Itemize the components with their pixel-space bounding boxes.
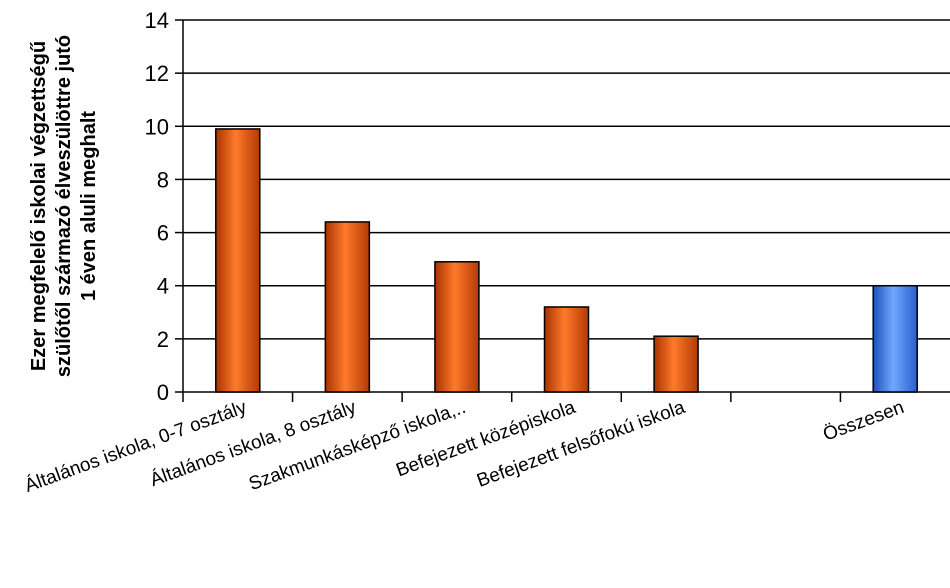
y-axis-label-line: 1 éven aluli meghalt xyxy=(78,111,100,301)
bar xyxy=(653,335,699,393)
bar xyxy=(324,221,371,393)
x-tick-label: Összesen xyxy=(820,397,907,446)
bar xyxy=(543,306,590,393)
gridlines xyxy=(183,19,950,340)
y-tick-label: 12 xyxy=(145,61,169,86)
y-tick-label: 2 xyxy=(157,327,169,352)
bars xyxy=(215,128,918,393)
y-axis-label-line: szülőtől származó élveszülöttre jutó xyxy=(53,35,75,377)
y-tick-label: 10 xyxy=(145,114,169,139)
y-tick-label: 14 xyxy=(145,8,169,33)
y-tick-label: 4 xyxy=(157,274,169,299)
y-tick-label: 0 xyxy=(157,380,169,405)
bar xyxy=(434,261,480,393)
bar xyxy=(215,128,261,393)
y-tick-label: 6 xyxy=(157,221,169,246)
y-axis-label-line: Ezer megfelelő iskolai végzettségű xyxy=(28,41,50,371)
y-axis-label: Ezer megfelelő iskolai végzettségű szülőt… xyxy=(28,35,100,377)
y-tick-label: 8 xyxy=(157,167,169,192)
bar xyxy=(872,284,918,393)
y-tick-labels: 0 2 4 6 8 10 12 14 xyxy=(145,8,169,405)
x-tick-label: Befejezett felsőfokú iskola xyxy=(474,397,688,492)
